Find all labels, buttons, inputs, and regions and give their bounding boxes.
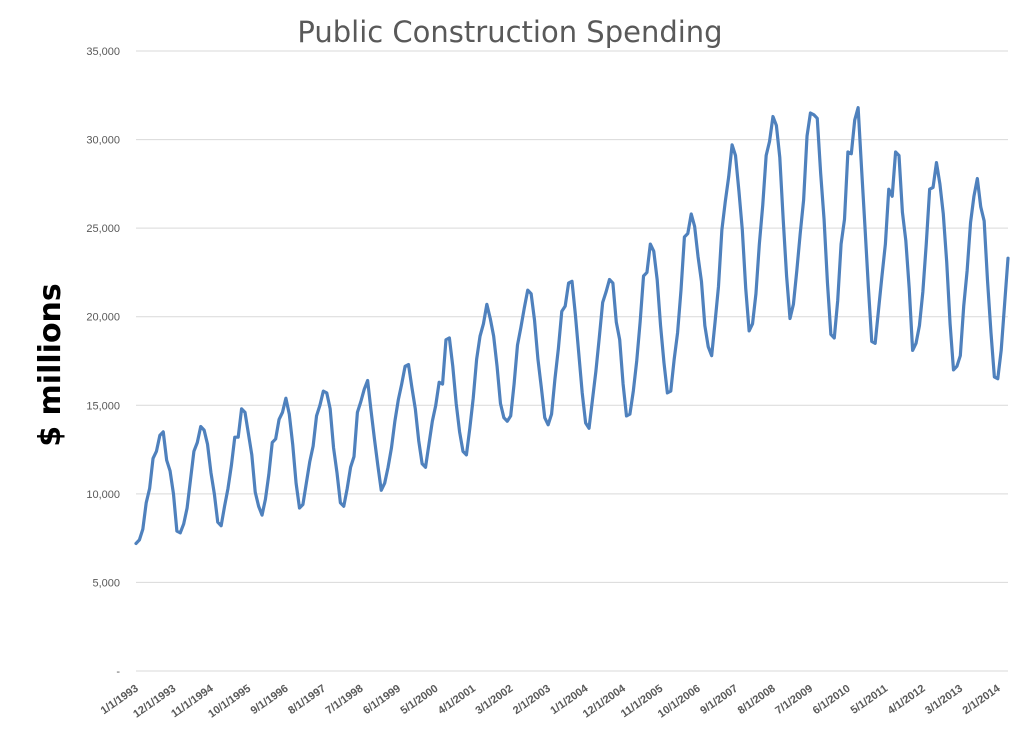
y-tick-label: 25,000 (86, 223, 120, 235)
chart-title: Public Construction Spending (297, 15, 722, 49)
x-tick-label: 10/1/2006 (656, 683, 703, 721)
y-tick-label: 30,000 (86, 135, 120, 147)
x-tick-label: 5/1/2011 (849, 683, 890, 717)
x-tick-label: 4/1/2012 (886, 683, 928, 717)
x-tick-label: 2/1/2003 (511, 683, 553, 717)
y-tick-label: 35,000 (86, 46, 120, 58)
x-tick-label: 5/1/2000 (399, 683, 441, 717)
y-tick-label: 10,000 (86, 489, 120, 501)
x-tick-label: 9/1/2007 (698, 683, 740, 717)
x-tick-label: 7/1/1998 (324, 683, 366, 717)
x-tick-label: 2/1/2014 (961, 682, 1004, 717)
y-tick-label: 15,000 (86, 400, 120, 412)
y-axis-ticks: - 5,000 10,000 15,000 20,000 25,000 30,000 35,0… (86, 46, 120, 678)
y-axis-label: $ millions (33, 283, 68, 447)
x-tick-label: 7/1/2009 (773, 683, 815, 717)
y-tick-label: 20,000 (86, 312, 120, 324)
series-line (134, 106, 1010, 546)
series-layer (134, 106, 1010, 546)
x-tick-label: 8/1/1997 (286, 683, 328, 717)
x-axis-ticks: 1/1/199312/1/199311/1/199410/1/19959/1/1… (99, 682, 1003, 720)
y-tick-label: - (116, 666, 120, 678)
y-tick-label: 5,000 (92, 577, 120, 589)
gridlines (136, 50, 1008, 672)
x-tick-label: 3/1/2002 (473, 683, 515, 717)
x-tick-label: 8/1/2008 (736, 683, 778, 717)
x-tick-label: 4/1/2001 (436, 683, 478, 717)
x-tick-label: 9/1/1996 (249, 683, 291, 717)
x-tick-label: 6/1/1999 (361, 683, 403, 717)
x-tick-label: 3/1/2013 (923, 683, 965, 717)
x-tick-label: 10/1/1995 (206, 683, 253, 721)
x-tick-label: 6/1/2010 (811, 683, 853, 717)
